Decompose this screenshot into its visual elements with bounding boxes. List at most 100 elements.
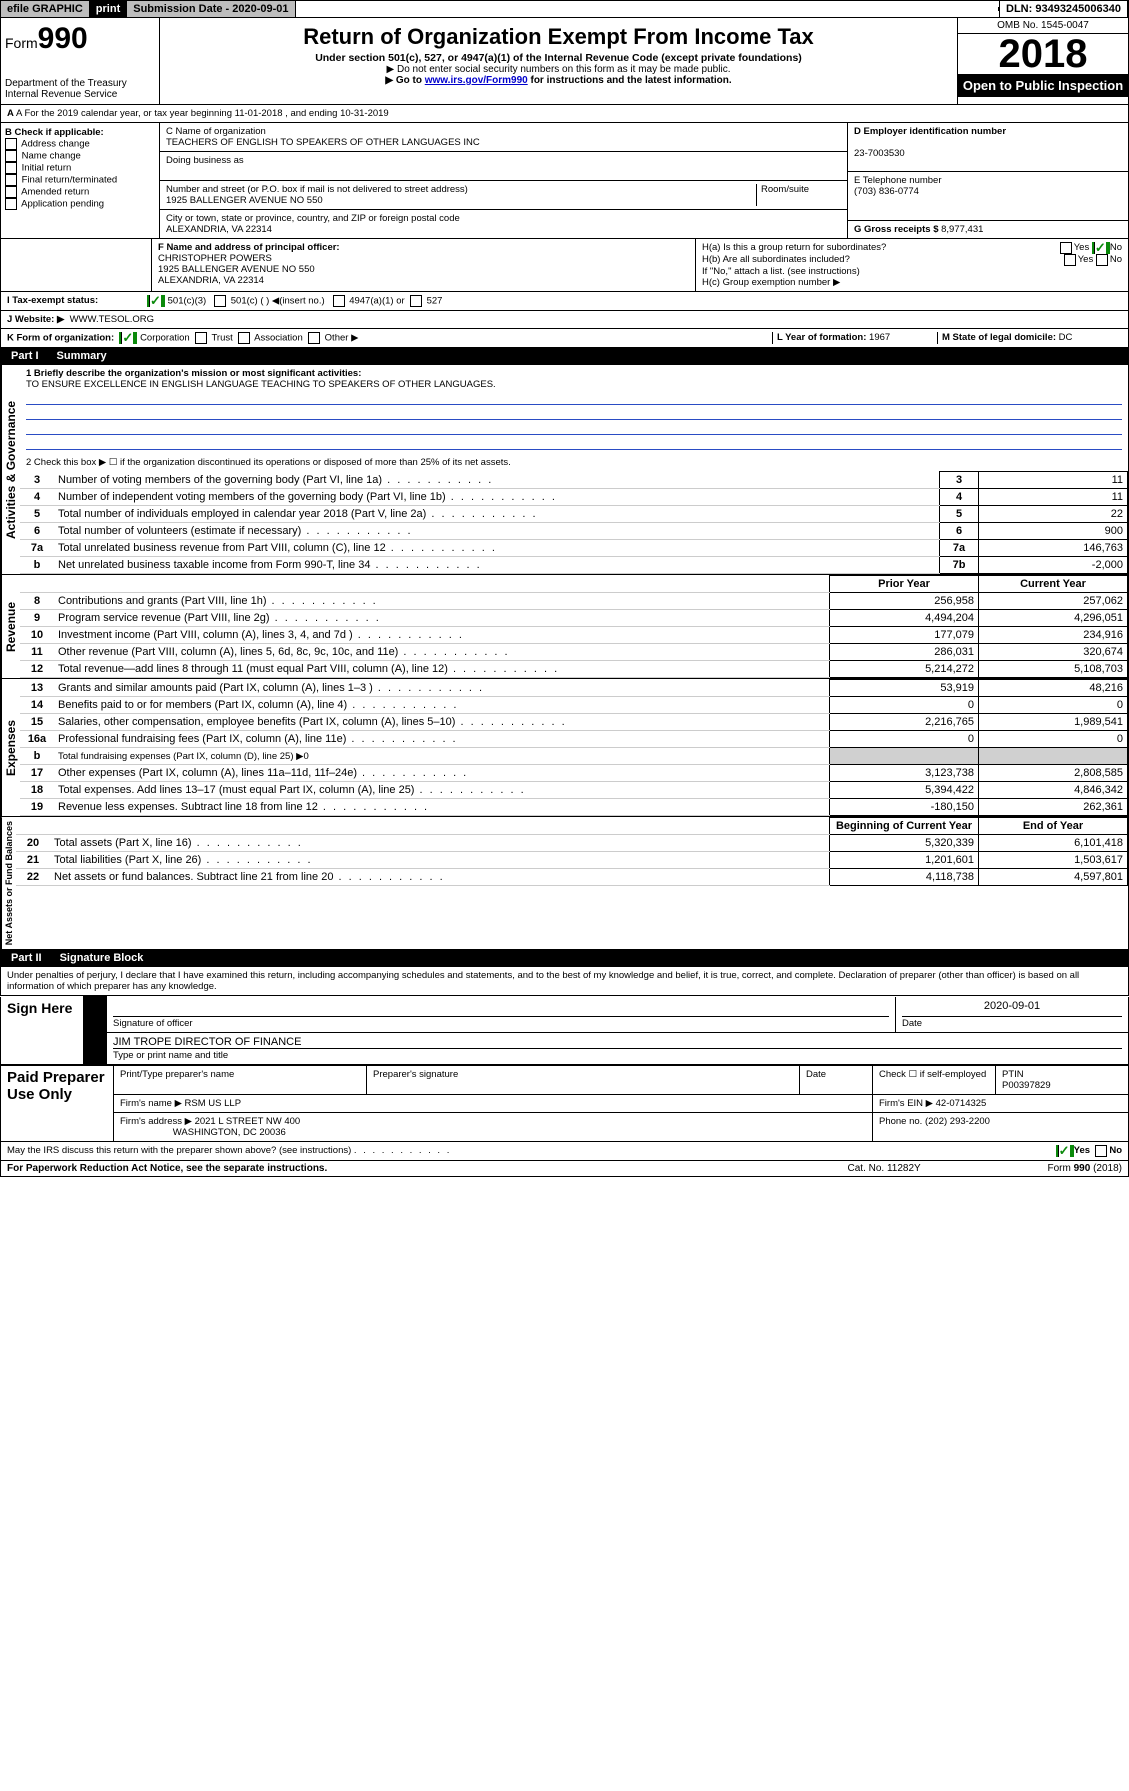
city-block: City or town, state or province, country… [160,210,847,238]
city-zip: ALEXANDRIA, VA 22314 [166,224,272,235]
q1-mission: TO ENSURE EXCELLENCE IN ENGLISH LANGUAGE… [26,379,496,390]
form-header: Form990 Department of the Treasury Inter… [0,18,1129,105]
checkbox-discuss-yes[interactable] [1058,1145,1070,1157]
firm-address: 2021 L STREET NW 400 [195,1116,301,1127]
part-i-revenue: Revenue Prior YearCurrent Year8Contribut… [0,575,1129,679]
checkbox-discuss-no[interactable] [1095,1145,1107,1157]
preparer-phone: (202) 293-2200 [925,1116,990,1127]
section-g-receipts: G Gross receipts $ 8,977,431 [848,221,1128,238]
open-to-public: Open to Public Inspection [958,74,1128,97]
checkbox-amended-return[interactable] [5,186,17,198]
part-i-expenses: Expenses 13Grants and similar amounts pa… [0,679,1129,817]
checkbox-name-change[interactable] [5,150,17,162]
org-name-block: C Name of organization TEACHERS OF ENGLI… [160,123,847,152]
perjury-statement: Under penalties of perjury, I declare th… [0,967,1129,996]
spacer [296,7,999,11]
section-bcdeg: B Check if applicable: Address change Na… [0,123,1129,239]
part-i-body: Activities & Governance 1 Briefly descri… [0,365,1129,575]
checkbox-hb-no[interactable] [1096,254,1108,266]
paid-preparer-label: Paid Preparer Use Only [1,1065,114,1141]
street-address: 1925 BALLENGER AVENUE NO 550 [166,195,323,206]
section-f-h: F Name and address of principal officer:… [0,239,1129,292]
sign-here-block: Sign Here Signature of officer 2020-09-0… [0,996,1129,1065]
form-note2: ▶ Go to www.irs.gov/Form990 for instruct… [164,75,953,86]
q2: 2 Check this box ▶ ☐ if the organization… [20,454,1128,471]
street-block: Number and street (or P.O. box if mail i… [160,181,847,210]
checkbox-ha-yes[interactable] [1060,242,1072,254]
section-m: M State of legal domicile: DC [937,332,1122,344]
paid-preparer-block: Paid Preparer Use Only Print/Type prepar… [0,1065,1129,1142]
ptin-value: P00397829 [1002,1080,1051,1091]
print-button[interactable]: print [90,1,127,17]
checkbox-application-pending[interactable] [5,198,17,210]
section-h: H(a) Is this a group return for subordin… [695,239,1128,291]
h-b-note: If "No," attach a list. (see instruction… [702,266,1122,277]
checkbox-corporation[interactable] [121,332,133,344]
firm-name: RSM US LLP [185,1098,242,1109]
checkbox-ha-no[interactable] [1094,242,1106,254]
side-activities: Activities & Governance [1,365,20,574]
website-value: WWW.TESOL.ORG [70,314,154,325]
checkbox-527[interactable] [410,295,422,307]
section-e-phone: E Telephone number(703) 836-0774 [848,172,1128,221]
discuss-row: May the IRS discuss this return with the… [0,1142,1129,1161]
submission-date: Submission Date - 2020-09-01 [127,1,295,17]
checkbox-address-change[interactable] [5,138,17,150]
table-netassets: Beginning of Current YearEnd of Year20To… [16,817,1128,886]
checkbox-other[interactable] [308,332,320,344]
checkbox-initial-return[interactable] [5,162,17,174]
dept-treasury: Department of the Treasury [5,78,155,89]
page-footer: For Paperwork Reduction Act Notice, see … [0,1161,1129,1177]
h-c-text: H(c) Group exemption number ▶ [702,277,1122,288]
sign-here-label: Sign Here [1,997,84,1065]
table-governance: 3Number of voting members of the governi… [20,471,1128,574]
dba-block: Doing business as [160,152,847,181]
checkbox-trust[interactable] [195,332,207,344]
section-j: J Website: ▶ WWW.TESOL.ORG [0,311,1129,329]
officer-name: CHRISTOPHER POWERS [158,253,272,264]
h-b-text: H(b) Are all subordinates included? [702,254,1064,266]
form990-link[interactable]: www.irs.gov/Form990 [425,75,528,86]
section-l: L Year of formation: 1967 [772,332,937,344]
ein-value: 23-7003530 [854,148,905,159]
tax-year: 2018 [958,34,1128,74]
checkbox-4947[interactable] [333,295,345,307]
section-f: F Name and address of principal officer:… [152,239,695,291]
org-name: TEACHERS OF ENGLISH TO SPEAKERS OF OTHER… [166,137,480,148]
q1-label: 1 Briefly describe the organization's mi… [26,368,361,379]
gross-receipts: 8,977,431 [941,224,983,235]
section-i: I Tax-exempt status: 501(c)(3) 501(c) ( … [0,292,1129,311]
form-number: Form990 [5,22,155,56]
side-netassets: Net Assets or Fund Balances [1,817,16,949]
side-expenses: Expenses [1,679,20,816]
dln: DLN: 93493245006340 [999,1,1128,17]
section-b: B Check if applicable: Address change Na… [1,123,160,238]
form-subtitle: Under section 501(c), 527, or 4947(a)(1)… [164,52,953,64]
part-i-header: Part I Summary [0,348,1129,365]
efile-topbar: efile GRAPHIC print Submission Date - 20… [0,0,1129,18]
phone-value: (703) 836-0774 [854,186,919,197]
checkbox-hb-yes[interactable] [1064,254,1076,266]
efile-label: efile GRAPHIC [1,1,90,17]
part-ii-header: Part II Signature Block [0,950,1129,967]
form-ref: Form 990 (2018) [1048,1163,1122,1174]
checkbox-association[interactable] [238,332,250,344]
side-revenue: Revenue [1,575,20,678]
checkbox-501c3[interactable] [149,295,161,307]
table-revenue: Prior YearCurrent Year8Contributions and… [20,575,1128,678]
sign-date: 2020-09-01 [902,1000,1122,1017]
h-a-text: H(a) Is this a group return for subordin… [702,242,1060,254]
form-note1: ▶ Do not enter social security numbers o… [164,64,953,75]
part-i-netassets: Net Assets or Fund Balances Beginning of… [0,817,1129,950]
cat-no: Cat. No. 11282Y [848,1163,1048,1174]
form-title: Return of Organization Exempt From Incom… [164,24,953,50]
section-d-ein: D Employer identification number23-70035… [848,123,1128,172]
spacer-left [1,239,152,291]
officer-typed-name: JIM TROPE DIRECTOR OF FINANCE [113,1036,301,1048]
section-klm: K Form of organization: Corporation Trus… [0,329,1129,348]
checkbox-501c[interactable] [214,295,226,307]
irs-label: Internal Revenue Service [5,89,155,100]
section-b-heading: B Check if applicable: [5,127,104,138]
firm-ein: 42-0714325 [936,1098,987,1109]
checkbox-final-return[interactable] [5,174,17,186]
